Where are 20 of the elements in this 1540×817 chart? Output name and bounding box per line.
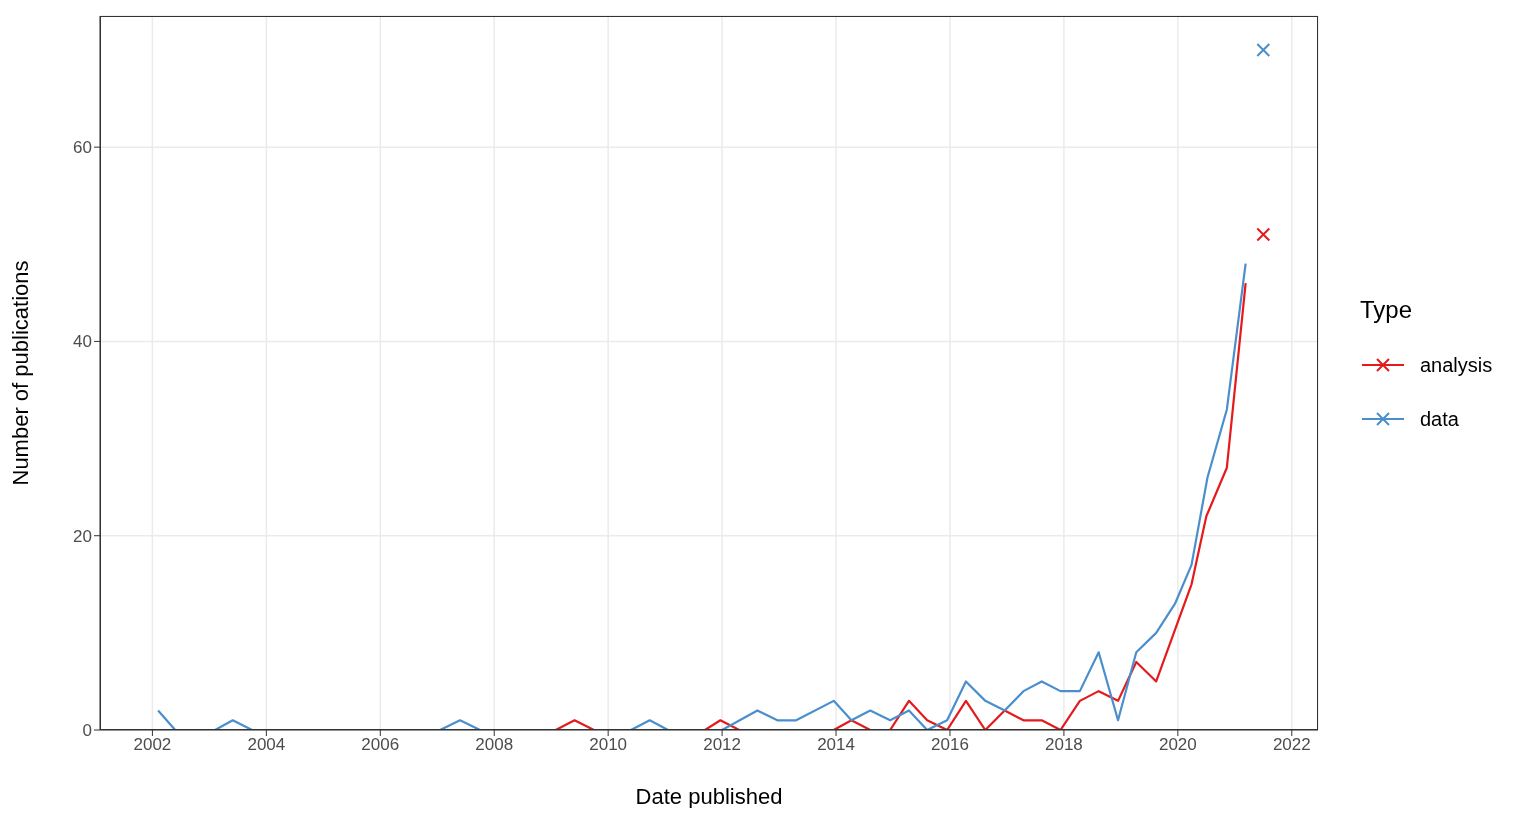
y-axis-title: Number of publications [7, 260, 33, 486]
x-tick-label: 2022 [1272, 735, 1311, 755]
x-tick-label: 2012 [703, 735, 742, 755]
legend-label: data [1420, 407, 1459, 431]
x-tick-label: 2002 [133, 735, 172, 755]
x-tick-label: 2018 [1045, 735, 1083, 755]
x-tick-label: 2014 [817, 735, 855, 755]
x-axis-title: Date published [635, 784, 783, 809]
y-tick-label: 20 [73, 526, 92, 546]
x-tick-label: 2006 [361, 735, 400, 755]
y-tick-label: 0 [82, 721, 92, 741]
x-tick-label: 2020 [1158, 735, 1197, 755]
x-tick-label: 2010 [589, 735, 628, 755]
x-tick-label: 2016 [931, 735, 969, 755]
legend-title: Type [1360, 296, 1414, 324]
legend-label: analysis [1420, 353, 1493, 377]
x-tick-label: 2004 [247, 735, 286, 755]
x-tick-label: 2008 [475, 735, 514, 755]
y-tick-label: 60 [73, 138, 92, 158]
y-tick-label: 40 [73, 332, 92, 352]
